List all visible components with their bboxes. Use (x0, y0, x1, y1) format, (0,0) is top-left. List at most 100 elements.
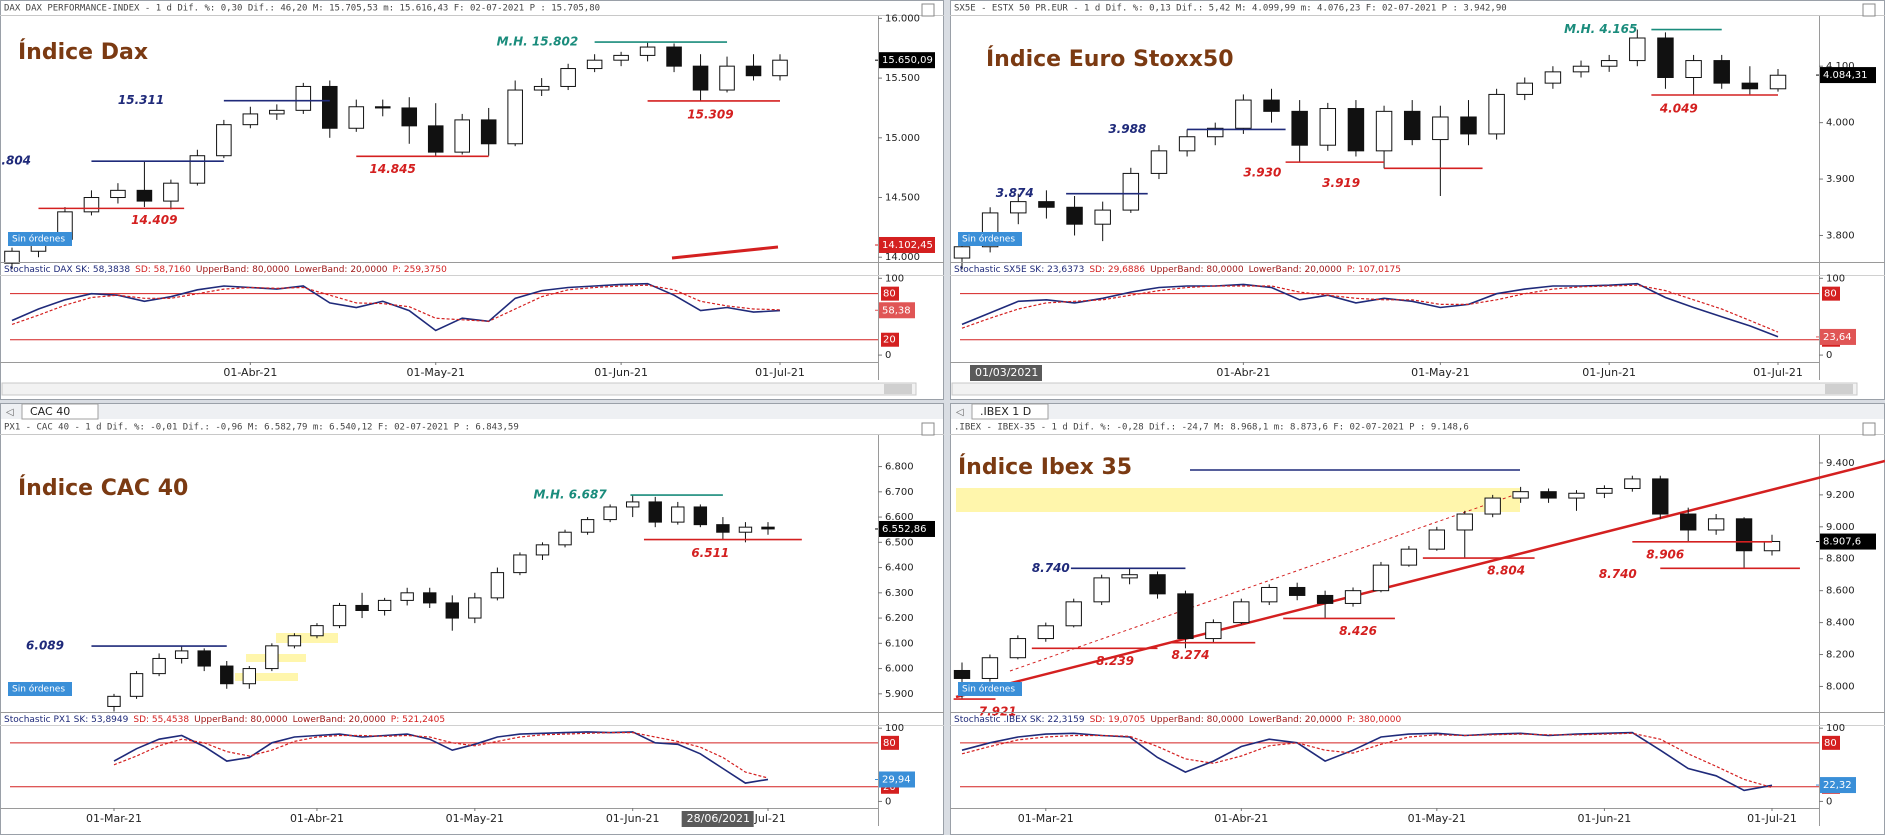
stoch-last-label: 22,32 (1823, 780, 1852, 791)
candle-body (401, 107, 418, 127)
candle-body (355, 604, 369, 611)
toolbar-icon[interactable] (921, 422, 935, 436)
level-label: 6.089 (26, 639, 64, 653)
toolbar-icon[interactable] (1862, 3, 1876, 17)
last-price-box (1820, 67, 1876, 84)
level-label: 8.740 (1032, 561, 1070, 575)
stoch-last-box (1820, 328, 1856, 345)
stoch-header-part: P: 521,2405 (391, 715, 445, 725)
panel-header: PX1 - CAC 40 - 1 d Dif. %: -0,01 Dif.: -… (4, 423, 519, 433)
stoch-header: Stochastic DAX SK: 58,3838 SD: 58,7160 Upp… (4, 265, 447, 275)
candle-body (1572, 65, 1590, 73)
x-tick-label: 01-Abr-21 (290, 812, 344, 825)
candle-body (1347, 108, 1365, 152)
y-tick-label: 8.200 (1826, 650, 1855, 661)
stoch-header-part: Stochastic PX1 SK: 53,8949 (4, 715, 129, 725)
x-tick-label: 01-Mar-21 (86, 812, 142, 825)
last-price-box (879, 52, 935, 69)
scrollbar-thumb[interactable] (1825, 384, 1853, 394)
tab[interactable] (971, 403, 1049, 420)
candle-body (693, 506, 708, 526)
stoch-band-label: 20 (883, 335, 896, 346)
y-tick-label: 6.300 (885, 588, 914, 599)
candle-body (110, 189, 126, 199)
candle-body (152, 657, 166, 675)
candle-body (1484, 497, 1501, 515)
panel-title: Índice Ibex 35 (958, 454, 1132, 480)
y-tick-label: 6.700 (885, 487, 914, 498)
stoch-last-box (879, 302, 915, 319)
stoch-last-label: 29,94 (882, 774, 911, 785)
tab-arrow: ◁ (6, 407, 14, 418)
extra-price-box (879, 236, 935, 253)
level-label: 8.804 (1487, 564, 1525, 578)
x-tick-label: 01-May-21 (406, 366, 464, 379)
candle-body (1624, 478, 1641, 489)
stoch-header-part: SD: 19,0705 (1090, 715, 1146, 725)
candle-body (953, 669, 971, 679)
x-tick-label: -Jul-21 (750, 812, 786, 825)
scrollbar[interactable] (1, 382, 917, 396)
stoch-d-line (961, 732, 1773, 789)
highlight-zone (276, 633, 338, 643)
candle-body (1205, 622, 1222, 640)
scrollbar-thumb[interactable] (884, 384, 912, 394)
trend-line (671, 245, 779, 260)
stoch-band-box (881, 332, 899, 347)
y-tick-label: 8.800 (1826, 554, 1855, 565)
stoch-header-part: Stochastic SX5E SK: 23,6373 (954, 265, 1084, 275)
candle-body (1038, 201, 1055, 208)
candle-body (1516, 82, 1533, 95)
candle-body (490, 572, 505, 599)
x-tick-label: 01-Abr-21 (1214, 812, 1268, 825)
tab[interactable] (21, 403, 99, 420)
panel-title: Índice CAC 40 (18, 475, 188, 501)
level-label: 14.409 (131, 213, 177, 227)
candle-body (1428, 529, 1446, 550)
x-tick-label: 01-Jun-21 (606, 812, 660, 825)
y-tick-label: 15.000 (885, 133, 920, 144)
candle-body (580, 519, 595, 533)
toolbar-icon[interactable] (921, 3, 935, 17)
level-label: 3.930 (1243, 166, 1281, 180)
last-price-box-label: 6.552,86 (882, 524, 927, 535)
candle-body (400, 592, 414, 601)
stoch-header-part: LowerBand: 20,0000 (1249, 715, 1342, 725)
candle-body (427, 125, 444, 153)
stoch-band-label: 80 (1824, 289, 1837, 300)
candle-body (445, 602, 459, 619)
candle-body (1094, 209, 1111, 225)
stoch-band-box (1822, 286, 1840, 301)
level-label: 3.919 (1322, 176, 1360, 190)
candle-body (738, 526, 753, 533)
toolbar-icon[interactable] (1862, 422, 1876, 436)
candle-body (295, 85, 312, 111)
candle-body (163, 182, 179, 202)
level-label: 8.426 (1339, 624, 1377, 638)
panel (950, 403, 1885, 835)
candle-body (1178, 136, 1196, 152)
stoch-band-box (1822, 735, 1840, 750)
y-tick-label: 9.000 (1826, 522, 1855, 533)
scrollbar[interactable] (951, 382, 1858, 396)
stoch-last-label: 58,38 (882, 305, 911, 316)
candle-body (310, 625, 324, 637)
candle-body (1121, 574, 1138, 579)
candle-body (287, 635, 302, 647)
candle-body (197, 650, 211, 667)
candle-body (1741, 82, 1759, 90)
candle-body (423, 592, 437, 604)
trend-line (1009, 494, 1515, 672)
stoch-tick-label: 0 (1826, 796, 1832, 807)
stoch-header-part: P: 107,0175 (1347, 265, 1401, 275)
candle-body (639, 46, 656, 56)
stoch-header: Stochastic SX5E SK: 23,6373 SD: 29,6886 Up… (954, 265, 1401, 275)
orders-label: Sin órdenes (962, 234, 1015, 245)
level-label: M.H. 15.802 (497, 35, 579, 49)
y-tick-label: 3.900 (1826, 174, 1855, 185)
candle-body (745, 65, 762, 77)
level-label: 8.239 (1096, 654, 1134, 668)
y-tick-label: 9.400 (1826, 458, 1855, 469)
x-tick-label: 01-May-21 (446, 812, 504, 825)
